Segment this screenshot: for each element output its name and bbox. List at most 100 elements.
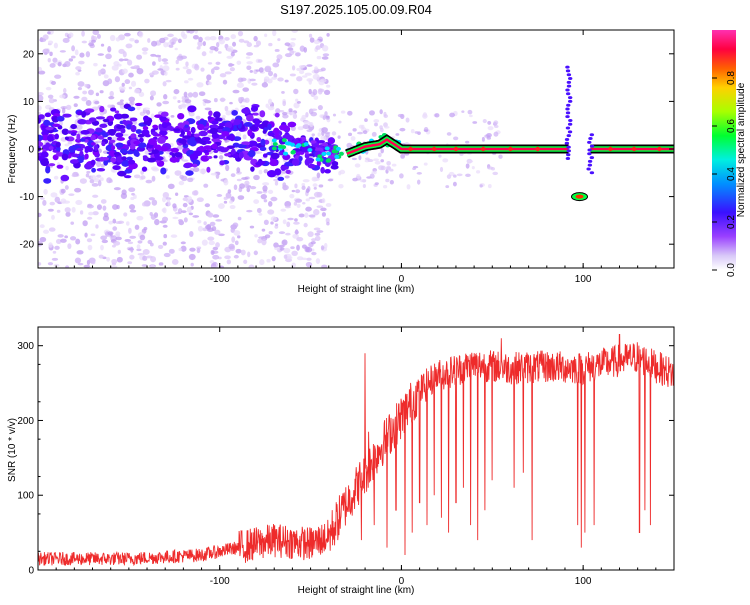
bright-mark [325,158,331,163]
noise-mark [172,216,179,220]
noise-mark [310,108,318,112]
noise-mark [395,133,400,136]
noise-mark [446,132,452,136]
noise-mark [142,51,148,55]
noise-mark [299,70,305,75]
x-tick-label: 100 [575,576,592,587]
band-mark [101,141,106,147]
noise-mark [302,124,310,130]
noise-mark [190,262,194,267]
band-mark [113,113,123,120]
band-mark [185,170,194,176]
noise-mark [90,175,97,181]
noise-mark [487,184,492,189]
band-mark [76,147,84,152]
noise-mark [254,234,258,238]
noise-mark [143,226,148,231]
noise-mark [230,51,235,57]
band-mark [200,155,210,162]
noise-mark [64,60,71,67]
noise-mark [301,183,306,187]
noise-mark [163,252,171,258]
noise-mark [253,199,260,204]
noise-mark [171,258,179,265]
band-mark [182,135,192,139]
band-mark [43,178,52,184]
track-halo [345,136,569,157]
noise-mark [277,77,284,82]
noise-mark [277,38,281,42]
noise-mark [39,237,47,243]
noise-mark [150,256,157,263]
band-mark [270,152,280,160]
band-mark [277,176,285,181]
noise-mark [116,204,120,210]
band-mark [108,150,116,158]
band-mark [99,123,108,129]
band-mark [38,141,44,147]
track-dot [408,146,413,152]
noise-mark [465,163,470,169]
noise-mark [311,133,316,137]
noise-mark [238,38,245,43]
band-mark [102,118,110,123]
noise-mark [446,174,452,179]
noise-mark [64,185,69,190]
noise-mark [183,217,188,223]
noise-mark [229,204,236,210]
noise-mark [320,135,327,141]
band-mark [68,145,76,153]
noise-mark [310,241,316,245]
noise-mark [115,236,122,241]
snr-panel: -100 0 100 0 100 200 300 Height of straight li… [7,326,675,596]
noise-mark [151,40,158,47]
track-dot [631,146,637,152]
noise-mark [48,227,56,232]
colorbar-axes: 0.0 0.2 0.4 0.6 0.8 [712,71,737,277]
noise-mark [316,191,323,198]
noise-mark [268,42,273,47]
noise-mark [129,235,137,239]
noise-mark [452,181,457,187]
noise-mark [62,37,70,43]
track-dot [608,146,613,152]
noise-mark [267,70,274,77]
noise-mark [184,99,192,104]
band-mark [127,106,136,112]
noise-mark [147,38,151,43]
noise-mark [189,230,194,238]
glitch-mark [567,122,573,126]
band-mark [107,136,112,141]
colorbar-tick-label: 0.2 [726,215,737,229]
band-mark [231,109,238,116]
band-mark [269,160,278,167]
noise-mark [77,81,85,87]
noise-mark [101,239,109,244]
noise-mark [57,234,64,238]
band-mark [214,117,223,122]
noise-mark [352,128,357,132]
noise-mark [168,248,175,254]
band-mark [206,166,211,173]
noise-mark [136,67,144,75]
noise-mark [161,208,166,213]
noise-mark [226,55,233,59]
noise-mark [136,215,144,221]
noise-mark [87,244,93,251]
noise-mark [209,221,216,227]
noise-mark [255,151,263,154]
noise-mark [317,88,323,95]
noise-mark [356,173,361,179]
noise-mark [374,160,381,165]
band-mark [146,120,152,127]
noise-mark [56,209,61,213]
noise-mark [71,173,77,178]
noise-mark [215,219,223,222]
noise-mark [273,242,279,248]
noise-mark [118,48,125,55]
noise-mark [119,99,124,102]
band-mark [201,136,211,142]
noise-mark [311,238,317,242]
noise-mark [64,207,71,213]
band-mark [38,134,44,142]
